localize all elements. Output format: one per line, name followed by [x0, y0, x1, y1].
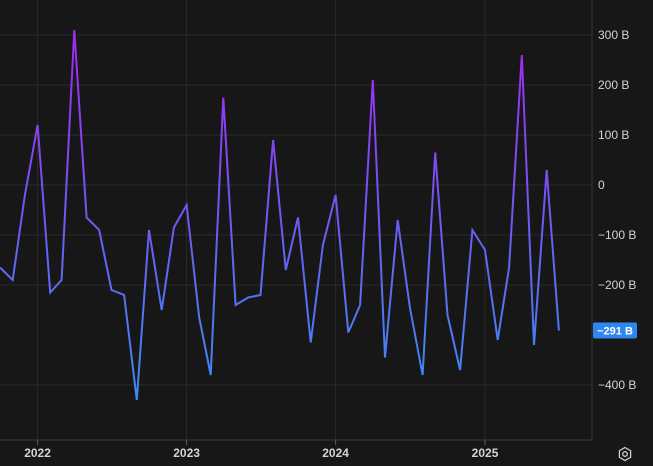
- last-value-badge[interactable]: −291 B: [593, 322, 637, 339]
- y-tick-label: −400 B: [598, 378, 636, 392]
- x-tick-label: 2022: [24, 446, 51, 460]
- y-tick-labels: 300 B 200 B 100 B 0 −100 B −200 B −400 B: [598, 28, 636, 392]
- x-tick-labels: 2022 2023 2024 2025: [24, 440, 499, 460]
- y-tick-label: 200 B: [598, 78, 629, 92]
- grid-lines: [0, 0, 592, 440]
- series-group: [0, 29, 560, 401]
- axes: [0, 0, 593, 441]
- x-tick-label: 2025: [472, 446, 499, 460]
- y-tick-label: −200 B: [598, 278, 636, 292]
- x-tick-label: 2024: [322, 446, 349, 460]
- last-value-badge-bg: [593, 322, 637, 339]
- settings-icon[interactable]: [617, 446, 633, 462]
- y-tick-label: 0: [598, 178, 605, 192]
- x-tick-label: 2023: [173, 446, 200, 460]
- y-tick-label: 100 B: [598, 128, 629, 142]
- y-tick-label: −100 B: [598, 228, 636, 242]
- y-tick-label: 300 B: [598, 28, 629, 42]
- last-value-label: −291 B: [597, 326, 633, 338]
- series-line: [0, 29, 560, 401]
